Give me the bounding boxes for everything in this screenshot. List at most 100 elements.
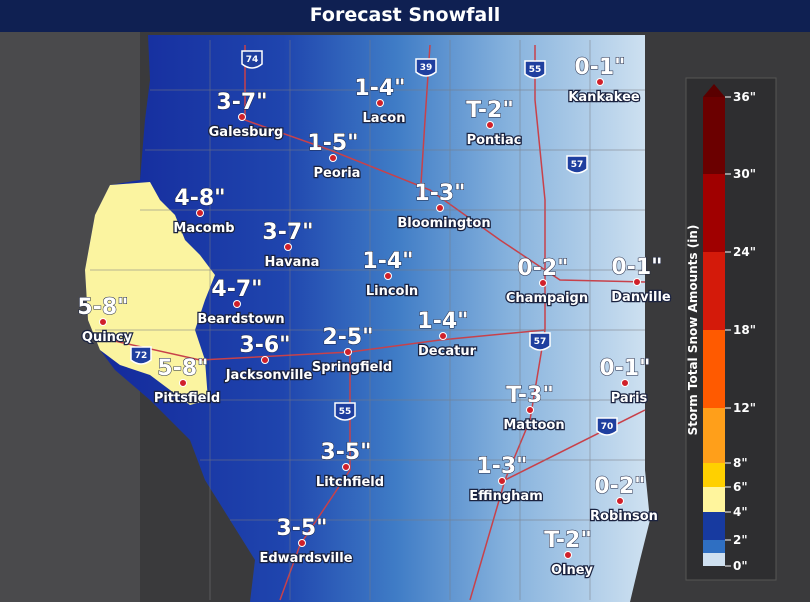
legend-tick-label: 2"	[733, 533, 748, 547]
city-dot	[99, 318, 107, 326]
city-dot	[342, 463, 350, 471]
snow-amount: 1-5"	[307, 131, 358, 156]
legend-box	[685, 77, 777, 581]
city-dot	[596, 78, 604, 86]
city-dot	[616, 497, 624, 505]
city-dot	[439, 332, 447, 340]
city-name: Quincy	[82, 330, 133, 345]
city-name: Effingham	[469, 489, 543, 504]
city-name: Macomb	[173, 221, 234, 236]
city-dot	[179, 379, 187, 387]
legend-bin	[703, 553, 725, 566]
interstate-shield	[529, 332, 551, 351]
interstate-number: 57	[571, 160, 584, 170]
city-dot	[486, 121, 494, 129]
city-name: Galesburg	[209, 125, 284, 140]
city-name: Pittsfield	[154, 391, 220, 406]
city-dot	[564, 551, 572, 559]
city-name: Bloomington	[397, 216, 490, 231]
city-dot	[329, 154, 337, 162]
city-name: Jacksonville	[225, 368, 313, 383]
city-dot	[261, 356, 269, 364]
city-dot	[298, 539, 306, 547]
snow-amount: T-2"	[466, 98, 514, 123]
city-name: Lacon	[363, 111, 406, 126]
legend-tick-label: 30"	[733, 167, 756, 181]
interstate-shield	[596, 417, 618, 436]
snow-amount: 1-3"	[476, 454, 527, 479]
title: Forecast Snowfall	[310, 4, 501, 26]
heavy-snow-area	[85, 182, 215, 405]
city-dot	[233, 300, 241, 308]
snow-amount: 5-8"	[157, 356, 208, 381]
interstate-shield	[566, 155, 588, 174]
city-dot	[436, 204, 444, 212]
city-name: Decatur	[418, 344, 477, 359]
interstate-number: 39	[420, 63, 433, 73]
snow-amount: T-3"	[506, 383, 554, 408]
legend-tick-label: 18"	[733, 323, 756, 337]
snow-amount: 5-8"	[77, 295, 128, 320]
city-dot	[284, 243, 292, 251]
city-name: Robinson	[590, 509, 658, 524]
city-dot	[526, 406, 534, 414]
snow-amount: 0-1"	[611, 255, 662, 280]
snow-amount: 3-5"	[276, 516, 327, 541]
city-dot	[196, 209, 204, 217]
snow-amount: 2-5"	[322, 325, 373, 350]
legend-tick-label: 4"	[733, 505, 748, 519]
legend-bin	[703, 487, 725, 512]
legend-bin	[703, 463, 725, 487]
legend-bin	[703, 330, 725, 408]
city-name: Kankakee	[568, 90, 640, 105]
legend-tick-label: 6"	[733, 480, 748, 494]
interstate-shield	[524, 60, 546, 79]
snow-amount: 1-4"	[362, 249, 413, 274]
interstate-number: 74	[246, 55, 259, 65]
snow-amount: 1-4"	[354, 76, 405, 101]
snow-amount: 4-8"	[174, 186, 225, 211]
city-dot	[376, 99, 384, 107]
city-name: Mattoon	[503, 418, 564, 433]
legend-bin	[703, 408, 725, 463]
legend-tick-label: 0"	[733, 559, 748, 573]
interstate-shield	[241, 50, 263, 69]
snow-amount: 1-4"	[417, 309, 468, 334]
legend-tick-label: 12"	[733, 401, 756, 415]
legend-tick-label: 36"	[733, 90, 756, 104]
snow-amount: 4-7"	[211, 277, 262, 302]
county-lines	[90, 40, 645, 600]
city-name: Havana	[265, 255, 320, 270]
legend-bin	[703, 512, 725, 540]
snow-amount: 3-7"	[216, 90, 267, 115]
interstate-number: 72	[135, 351, 148, 361]
city-dot	[344, 348, 352, 356]
city-name: Peoria	[314, 166, 361, 181]
city-name: Edwardsville	[259, 551, 352, 566]
legend-tick-label: 8"	[733, 456, 748, 470]
city-dot	[498, 477, 506, 485]
snow-amount: T-2"	[544, 528, 592, 553]
snow-amount: 0-2"	[594, 474, 645, 499]
title-bar	[0, 0, 810, 32]
city-name: Olney	[551, 563, 594, 578]
legend-title: Storm Total Snow Amounts (in)	[686, 225, 700, 436]
city-name: Danville	[611, 290, 671, 305]
city-name: Paris	[611, 391, 648, 406]
legend-bin	[703, 174, 725, 252]
snow-amount: 0-2"	[517, 256, 568, 281]
city-dot	[621, 379, 629, 387]
interstate-shield	[130, 346, 152, 365]
city-name: Springfield	[312, 360, 392, 375]
legend-tick-label: 24"	[733, 245, 756, 259]
interstate-number: 55	[339, 407, 352, 417]
city-name: Litchfield	[316, 475, 384, 490]
snow-amount: 0-1"	[599, 356, 650, 381]
snow-amount: 3-7"	[262, 220, 313, 245]
city-dot	[539, 279, 547, 287]
city-name: Beardstown	[197, 312, 284, 327]
snow-amount: 1-3"	[414, 181, 465, 206]
legend-bin	[703, 252, 725, 330]
city-dot	[384, 272, 392, 280]
